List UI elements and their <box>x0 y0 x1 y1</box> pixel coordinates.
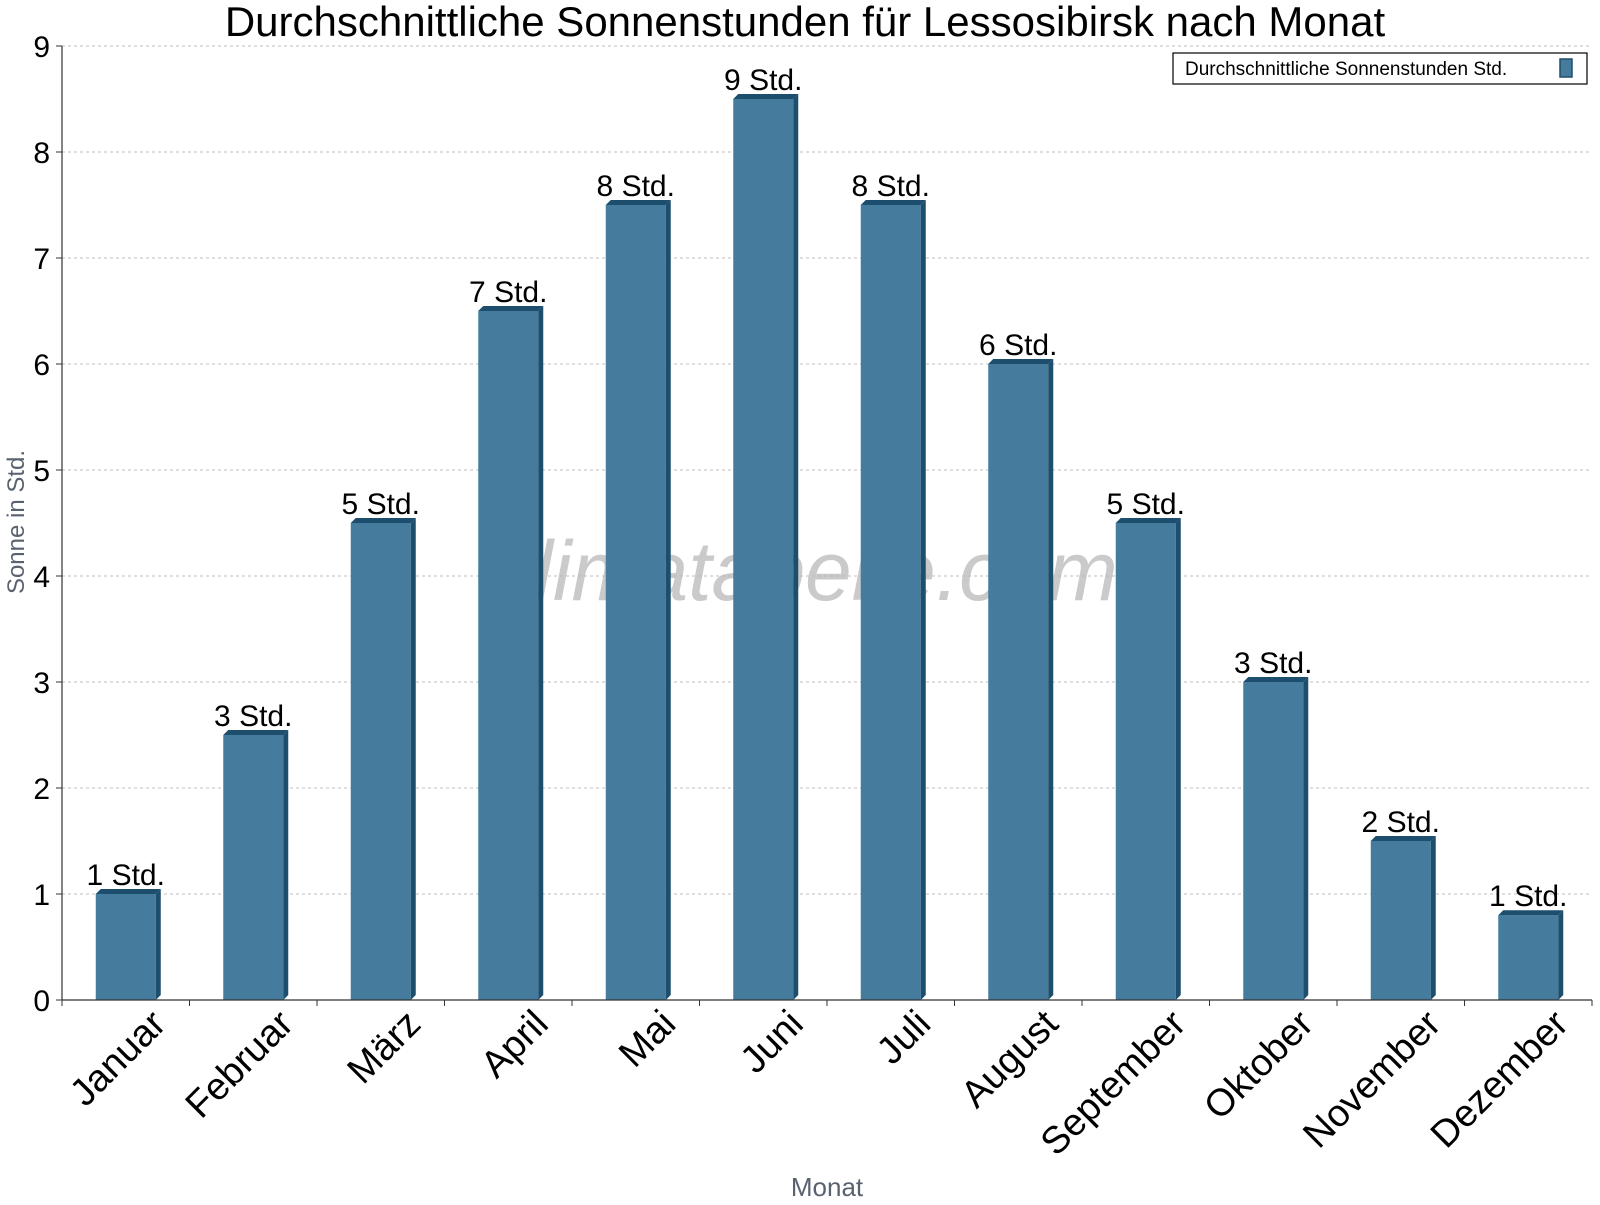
data-label: 3 Std. <box>1234 647 1312 680</box>
bar <box>223 735 284 1000</box>
bar-top <box>1243 677 1309 682</box>
bar-top <box>860 200 926 205</box>
bar <box>350 523 411 1000</box>
bar-side <box>1048 359 1054 1000</box>
y-tick-label: 8 <box>33 137 50 170</box>
bar-top <box>478 306 544 311</box>
bar <box>733 99 794 1000</box>
data-labels: 1 Std. 3 Std. 5 Std. 7 Std. 8 Std. 9 Std. 8 St… <box>87 64 1568 913</box>
data-label: 8 Std. <box>597 170 675 203</box>
legend-box <box>1172 52 1588 85</box>
x-tick-label: Oktober <box>1196 1002 1322 1128</box>
bar <box>605 205 666 1000</box>
bar-side <box>793 94 799 1000</box>
bar-side <box>1303 677 1309 1000</box>
y-tick-label: 2 <box>33 773 50 806</box>
data-label: 8 Std. <box>852 170 930 203</box>
bar-top <box>1370 836 1436 841</box>
y-tick-label: 4 <box>33 561 50 594</box>
x-tick-label: März <box>340 1003 429 1092</box>
x-tick-label: Juli <box>869 1003 939 1073</box>
legend: Durchschnittliche Sonnenstunden Std. <box>1172 52 1588 85</box>
x-tick-label: Februar <box>178 1002 302 1126</box>
bar <box>1243 682 1304 1000</box>
legend-swatch <box>1559 58 1573 78</box>
bar-side <box>920 200 926 1000</box>
bar-top <box>733 94 799 99</box>
bar-top <box>605 200 671 205</box>
bar <box>478 311 539 1000</box>
bar-top <box>1498 910 1564 916</box>
bar-top <box>988 359 1054 364</box>
data-label: 5 Std. <box>342 488 420 521</box>
x-tick-label: Dezember <box>1423 1002 1577 1156</box>
y-axis-label: Sonne in Std. <box>3 450 30 594</box>
bar <box>860 205 921 1000</box>
legend-label: Durchschnittliche Sonnenstunden Std. <box>1185 59 1507 80</box>
bar-series <box>95 94 1564 1000</box>
x-tick-label: Juni <box>733 1003 812 1082</box>
y-tick-label: 7 <box>33 243 50 276</box>
y-tick-label: 6 <box>33 349 50 382</box>
bar <box>1498 915 1559 1000</box>
x-tick-label: Mai <box>611 1003 684 1076</box>
bar-side <box>1175 518 1181 1000</box>
bar-top <box>223 730 289 735</box>
bar <box>988 364 1049 1000</box>
bar-top <box>1115 518 1181 523</box>
data-label: 7 Std. <box>469 276 547 309</box>
y-tick-label: 3 <box>33 667 50 700</box>
x-tick-label: Januar <box>62 1002 174 1114</box>
bar-top <box>350 518 416 523</box>
data-label: 3 Std. <box>214 700 292 733</box>
x-tick-label: November <box>1295 1002 1449 1156</box>
bar-side <box>665 200 671 1000</box>
bar-side <box>410 518 416 1000</box>
bar <box>95 894 156 1000</box>
y-tick-label: 0 <box>33 985 50 1018</box>
x-tick-label: August <box>953 1002 1067 1116</box>
bar <box>1370 841 1431 1000</box>
bar-side <box>538 306 544 1000</box>
bar <box>1115 523 1176 1000</box>
data-label: 9 Std. <box>724 64 802 97</box>
chart-title: Durchschnittliche Sonnenstunden für Less… <box>225 0 1386 45</box>
bar-top <box>95 889 161 894</box>
bar-side <box>155 889 161 1000</box>
bar-side <box>1558 910 1564 1000</box>
data-label: 1 Std. <box>1489 880 1567 913</box>
data-label: 6 Std. <box>979 329 1057 362</box>
data-label: 5 Std. <box>1107 488 1185 521</box>
data-label: 1 Std. <box>87 859 165 892</box>
data-label: 2 Std. <box>1362 806 1440 839</box>
y-tick-label: 5 <box>33 455 50 488</box>
bar-side <box>1430 836 1436 1000</box>
y-tick-label: 9 <box>33 31 50 64</box>
y-tick-label: 1 <box>33 879 50 912</box>
x-axis-label: Monat <box>791 1172 864 1200</box>
grid-lines <box>62 45 1592 895</box>
x-tick-label: April <box>473 1003 556 1086</box>
bar-side <box>283 730 289 1000</box>
